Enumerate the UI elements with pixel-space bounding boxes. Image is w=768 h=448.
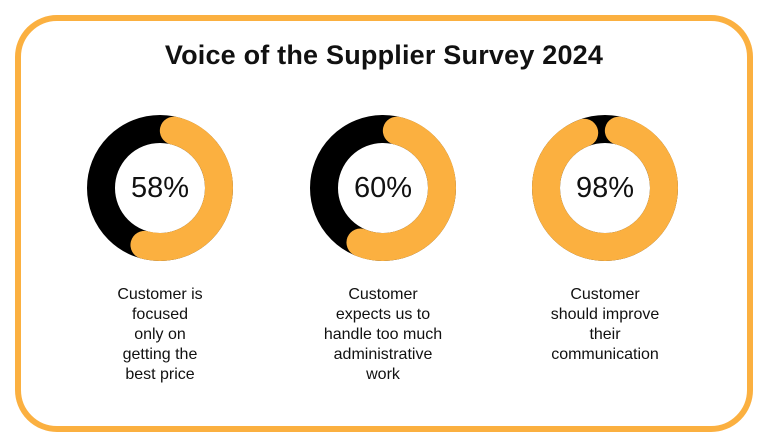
- percentage-label: 58%: [130, 171, 190, 204]
- donut-ring: [310, 115, 456, 261]
- donut-chart-2: 60%: [308, 113, 458, 263]
- donut-ring: [87, 115, 233, 261]
- caption-3: Customer should improve their communicat…: [550, 286, 660, 363]
- donut-ring: [532, 115, 678, 261]
- percentage-label: 60%: [353, 171, 413, 204]
- card-frame: [15, 15, 753, 432]
- donut-chart-3: 98%: [530, 113, 680, 263]
- page-title: Voice of the Supplier Survey 2024: [164, 40, 604, 70]
- caption-1: Customer is focused only on getting the …: [117, 286, 203, 383]
- percentage-label: 98%: [575, 171, 635, 204]
- donut-chart-1: 58%: [85, 113, 235, 263]
- caption-2: Customer expects us to handle too much a…: [323, 286, 443, 383]
